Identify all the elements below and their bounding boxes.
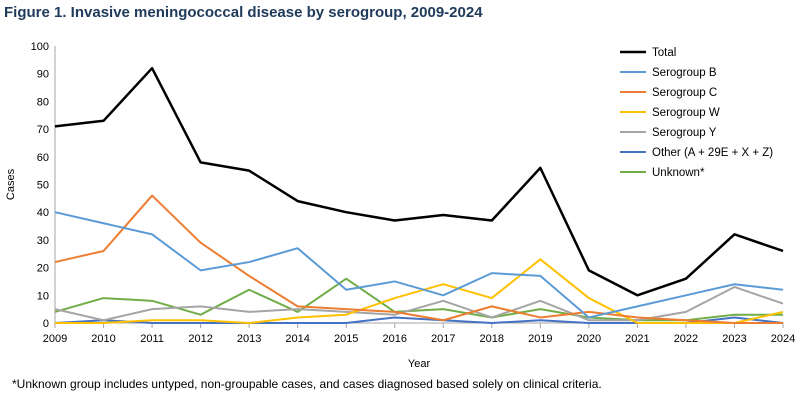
y-tick-label: 60 [37, 152, 49, 164]
x-tick-label: 2011 [140, 333, 164, 345]
x-tick-label: 2010 [91, 333, 115, 345]
y-tick-label: 40 [37, 207, 49, 219]
y-tick-label: 30 [37, 235, 49, 247]
x-tick-label: 2016 [382, 333, 406, 345]
series-line-serogroup-w [55, 258, 784, 324]
series-line-serogroup-y [54, 285, 784, 322]
y-tick-label: 100 [31, 41, 49, 53]
y-tick-label: 90 [37, 69, 49, 81]
x-tick-label: 2021 [625, 333, 649, 345]
x-tick-label: 2015 [334, 333, 358, 345]
legend-label: Serogroup Y [652, 127, 717, 139]
legend-label: Serogroup W [652, 107, 720, 119]
x-tick-label: 2019 [528, 333, 552, 345]
series-line-serogroup-b [54, 211, 784, 319]
y-axis-label: Cases [5, 168, 17, 200]
x-tick-label: 2014 [285, 333, 309, 345]
legend-label: Serogroup C [652, 87, 717, 99]
footnote: *Unknown group includes untyped, non-gro… [12, 377, 602, 391]
legend-label: Total [652, 47, 676, 59]
x-tick-label: 2018 [480, 333, 504, 345]
x-tick-label: 2023 [722, 333, 746, 345]
x-tick-label: 2022 [674, 333, 698, 345]
y-tick-label: 0 [43, 318, 49, 330]
y-tick-label: 80 [37, 96, 49, 108]
chart-title: Figure 1. Invasive meningococcal disease… [4, 4, 483, 21]
series-line-total [54, 66, 784, 297]
x-tick-label: 2013 [237, 333, 261, 345]
x-tick-label: 2017 [431, 333, 455, 345]
x-tick-label: 2024 [771, 333, 795, 345]
legend-label: Other (A + 29E + X + Z) [652, 147, 773, 159]
x-axis-label: Year [408, 358, 431, 370]
y-tick-label: 10 [37, 290, 49, 302]
legend-label: Unknown* [652, 167, 705, 179]
x-tick-label: 2020 [577, 333, 601, 345]
series-line-serogroup-c [54, 194, 783, 324]
legend-label: Serogroup B [652, 67, 717, 79]
y-tick-label: 70 [37, 124, 49, 136]
x-tick-label: 2012 [188, 333, 212, 345]
y-tick-label: 20 [37, 263, 49, 275]
x-tick-label: 2009 [43, 333, 67, 345]
y-tick-label: 50 [37, 180, 49, 192]
